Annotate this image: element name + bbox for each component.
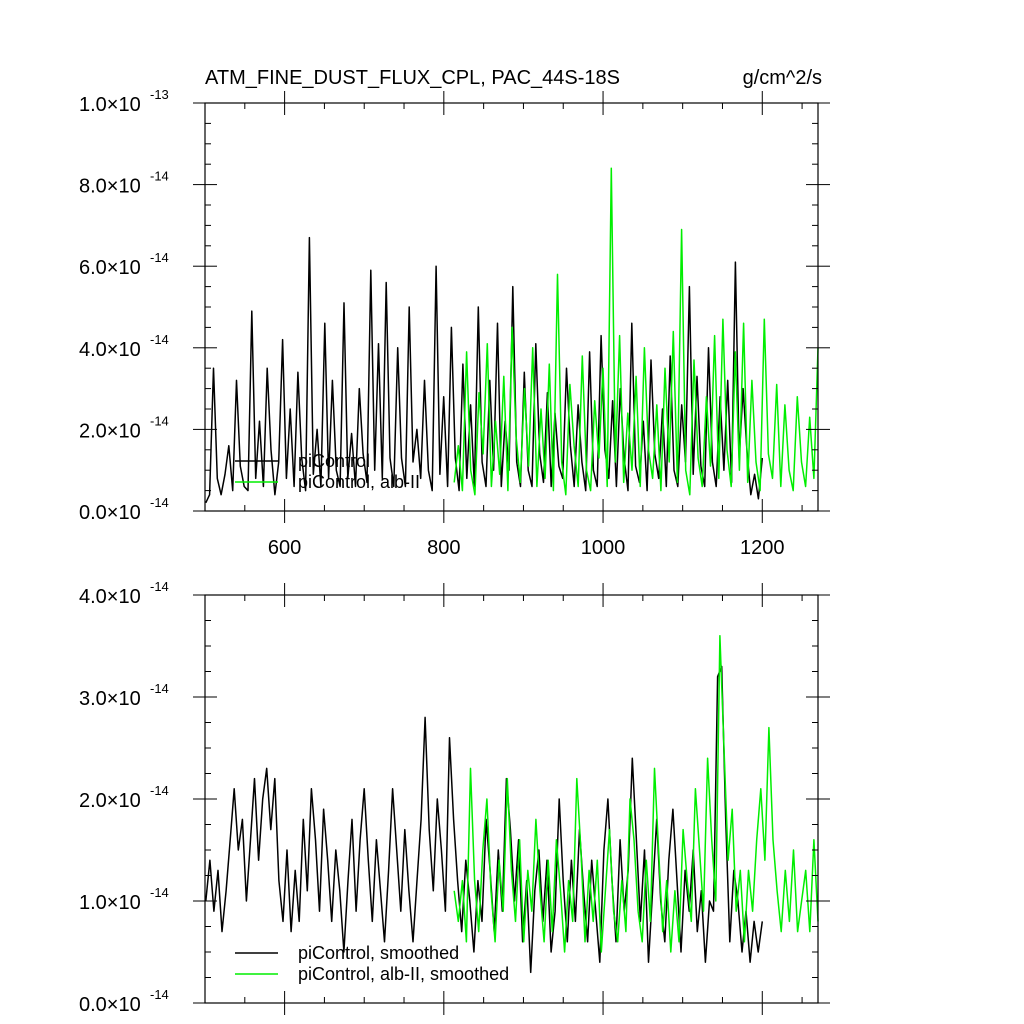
y-tick-exponent: -14 bbox=[150, 495, 169, 510]
y-tick-label: 4.0×10 bbox=[79, 339, 141, 361]
y-tick-exponent: -14 bbox=[150, 169, 169, 184]
bottom-panel: 0.0×10 -14 1.0×10 -14 2.0×10 -14 3.0×10 -14 4.0×… bbox=[79, 579, 830, 1016]
y-tick-label: 6.0×10 bbox=[79, 257, 141, 279]
legend-label: piControl, smoothed bbox=[298, 943, 459, 963]
y-tick-exponent: -14 bbox=[150, 579, 169, 594]
x-tick-label: 1200 bbox=[740, 537, 785, 559]
y-tick-exponent: -14 bbox=[150, 250, 169, 265]
legend-label: piControl, alb-II bbox=[298, 472, 420, 492]
y-tick-label: 0.0×10 bbox=[79, 502, 141, 524]
y-tick-label: 2.0×10 bbox=[79, 790, 141, 812]
x-tick-label: 600 bbox=[268, 537, 301, 559]
series-line-0-0 bbox=[205, 236, 764, 504]
y-tick-exponent: -14 bbox=[150, 413, 169, 428]
series-line-0-1 bbox=[453, 167, 819, 496]
top-panel: 600 800 1000 1200 0.0×10 -14 2.0×10 -14 4.0×10 -1… bbox=[79, 87, 830, 559]
legend-label: piControl, alb-II, smoothed bbox=[298, 964, 509, 984]
y-tick-exponent: -14 bbox=[150, 885, 169, 900]
y-tick-label: 8.0×10 bbox=[79, 176, 141, 198]
y-tick-exponent: -14 bbox=[150, 783, 169, 798]
y-tick-exponent: -14 bbox=[150, 332, 169, 347]
chart-title: ATM_FINE_DUST_FLUX_CPL, PAC_44S-18S bbox=[205, 67, 620, 89]
series-line-1-1 bbox=[453, 635, 819, 953]
series-line-1-0 bbox=[205, 665, 764, 974]
y-tick-exponent: -14 bbox=[150, 681, 169, 696]
legend-label: piControl bbox=[298, 451, 370, 471]
y-tick-label: 1.0×10 bbox=[79, 94, 141, 116]
y-tick-label: 1.0×10 bbox=[79, 892, 141, 914]
y-tick-label: 0.0×10 bbox=[79, 994, 141, 1016]
y-tick-exponent: -14 bbox=[150, 987, 169, 1002]
y-tick-label: 2.0×10 bbox=[79, 420, 141, 442]
x-tick-label: 1000 bbox=[581, 537, 626, 559]
y-tick-exponent: -13 bbox=[150, 87, 169, 102]
y-tick-label: 3.0×10 bbox=[79, 688, 141, 710]
chart-units: g/cm^2/s bbox=[743, 67, 822, 89]
plot-frame bbox=[204, 102, 819, 512]
y-tick-label: 4.0×10 bbox=[79, 586, 141, 608]
x-tick-label: 800 bbox=[427, 537, 460, 559]
